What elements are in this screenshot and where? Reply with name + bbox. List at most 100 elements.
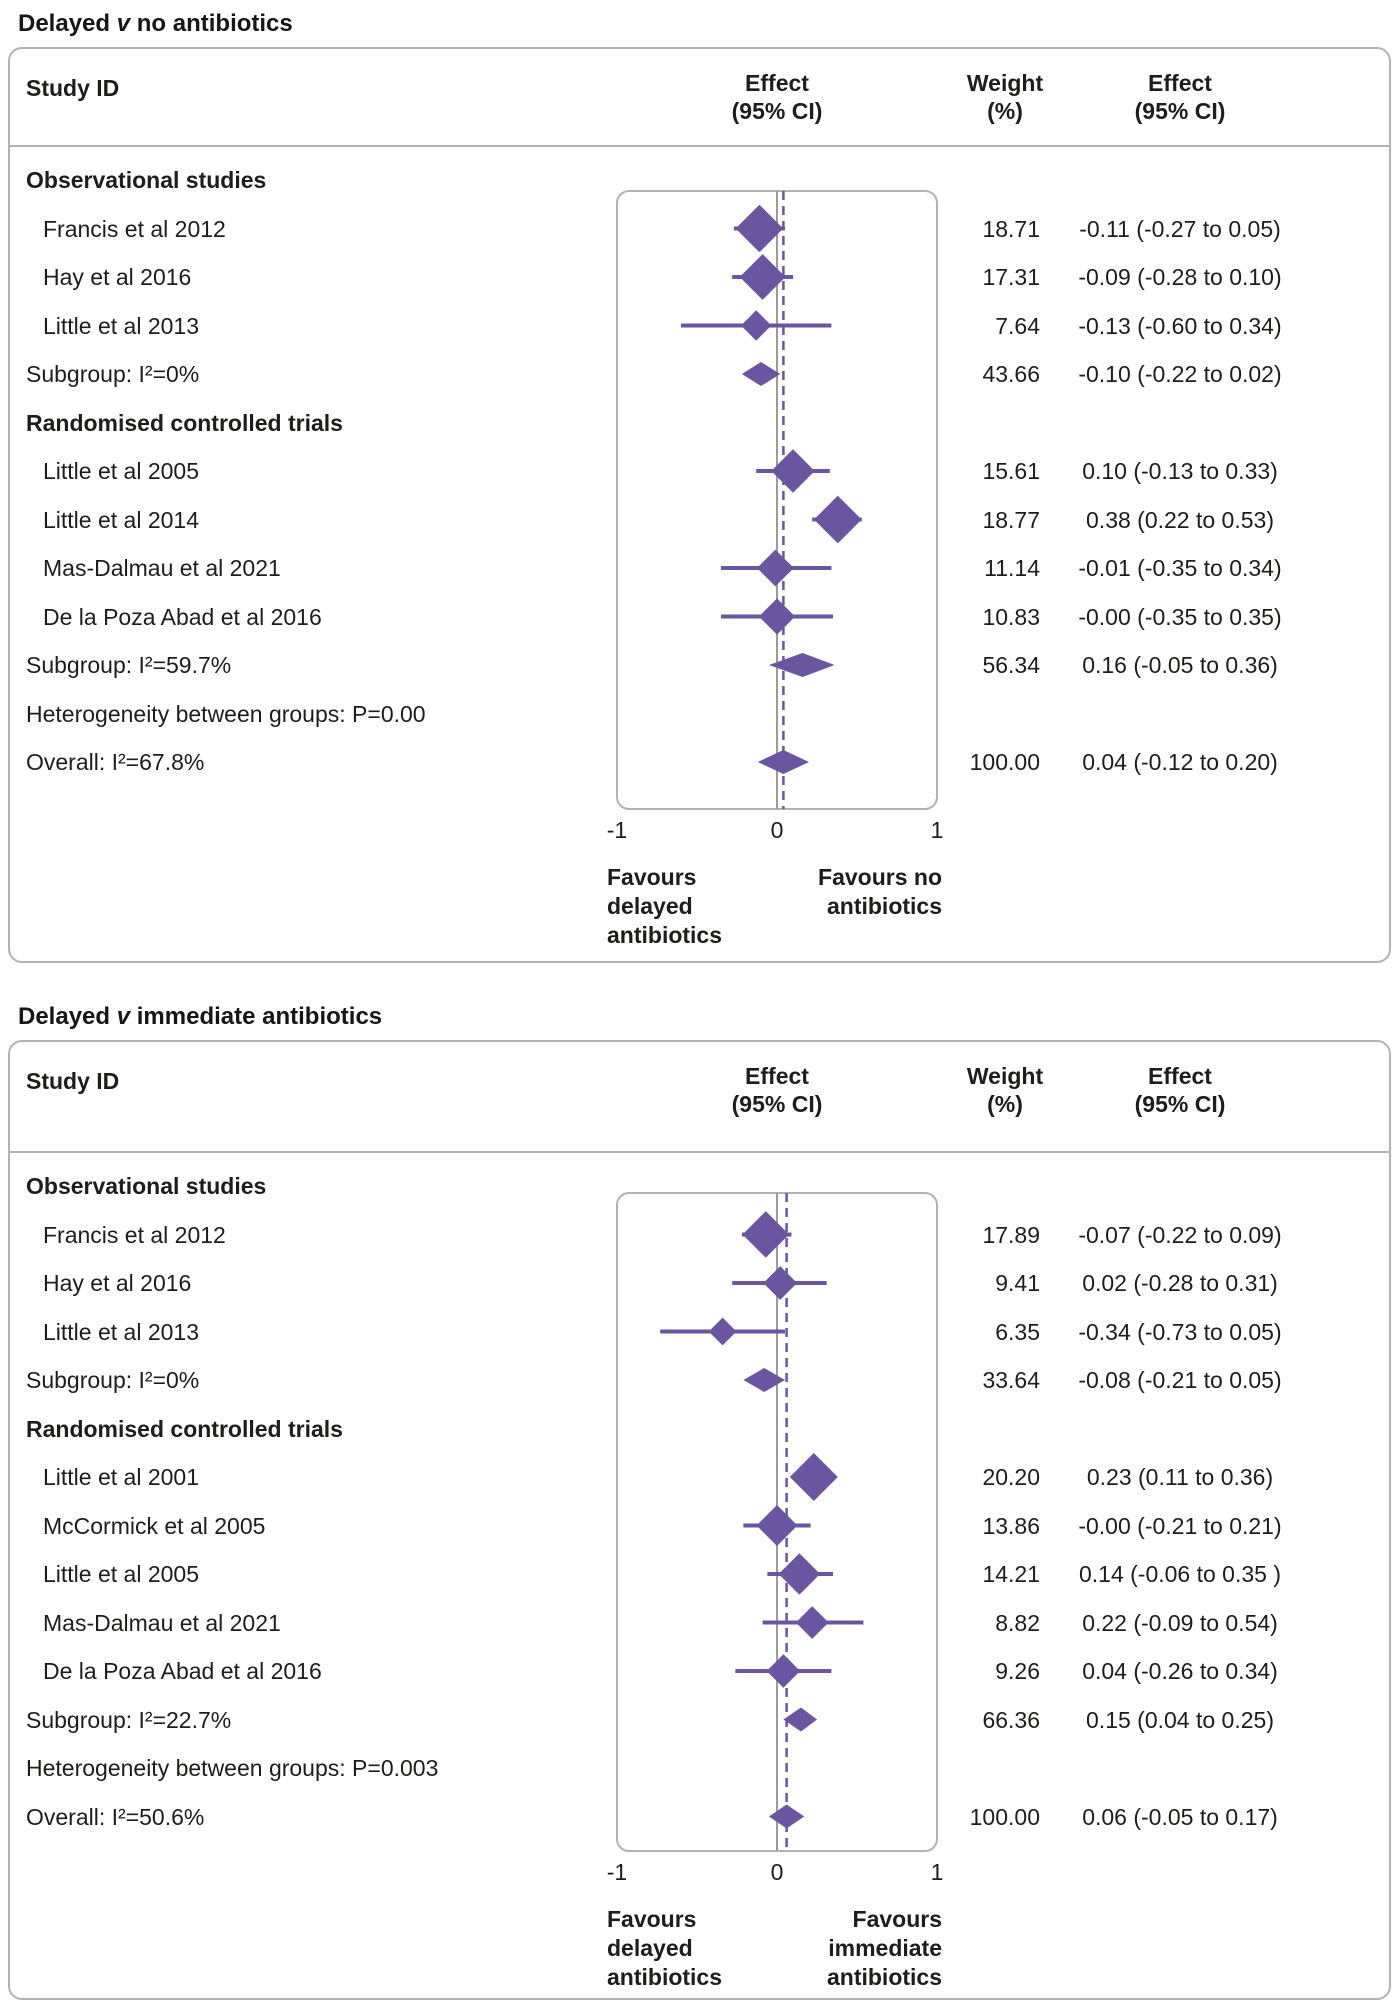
study-diamond xyxy=(813,495,862,544)
study-diamond xyxy=(795,1606,829,1639)
weight-value: 13.86 xyxy=(982,1512,1040,1539)
favours-right-label: Favours immediate antibiotics xyxy=(827,1905,942,1992)
subgroup-row-label: Subgroup: I²=22.7% xyxy=(26,1706,232,1733)
favours-left-line: Favours xyxy=(607,1906,697,1932)
panel-title-text: Delayed xyxy=(18,10,117,37)
effect-ci-value: -0.08 (-0.21 to 0.05) xyxy=(1078,1367,1282,1393)
weight-value: 8.82 xyxy=(995,1609,1040,1636)
column-header-weight: Weight (%) xyxy=(967,1062,1043,1118)
favours-right-line: antibiotics xyxy=(826,893,942,919)
subgroup-summary-diamond xyxy=(743,1368,785,1392)
forest-plot-body: Observational studies Francis et al 2012 1… xyxy=(10,147,1389,961)
effect-ci-value: 0.10 (-0.13 to 0.33) xyxy=(1082,458,1278,484)
favours-left-label: Favours delayed antibiotics xyxy=(607,863,722,950)
column-header-line: (95% CI) xyxy=(731,98,823,124)
study-row-label: Little et al 2005 xyxy=(43,458,200,484)
panel-title-versus: v xyxy=(116,10,131,37)
effect-ci-value: 0.06 (-0.05 to 0.17) xyxy=(1082,1803,1278,1830)
panel-frame: Study ID Effect (95% CI) Weight (%) Effe… xyxy=(8,47,1391,963)
effect-ci-value: -0.00 (-0.35 to 0.35) xyxy=(1078,603,1282,630)
column-header-study-id: Study ID xyxy=(26,75,120,101)
effect-ci-value: 0.04 (-0.12 to 0.20) xyxy=(1082,749,1278,775)
favours-left-line: delayed xyxy=(607,893,693,919)
study-diamond xyxy=(740,310,772,341)
study-diamond xyxy=(758,598,796,635)
study-row-label: Little et al 2001 xyxy=(43,1464,200,1490)
study-diamond xyxy=(763,1266,798,1300)
study-diamond xyxy=(771,449,815,493)
panel-title-text: no antibiotics xyxy=(130,10,293,37)
column-header-weight: Weight (%) xyxy=(967,69,1043,125)
weight-value: 6.35 xyxy=(995,1318,1040,1345)
weight-value: 33.64 xyxy=(982,1367,1040,1393)
column-header-line: Effect xyxy=(745,1063,809,1089)
forest-plot-body: Observational studies Francis et al 2012 1… xyxy=(10,1153,1389,1998)
column-header-line: (95% CI) xyxy=(731,1091,823,1117)
study-diamond xyxy=(739,254,786,300)
panel-title-text: Delayed xyxy=(18,1003,117,1030)
favours-right-line: Favours xyxy=(852,1906,942,1932)
effect-ci-value: -0.11 (-0.27 to 0.05) xyxy=(1079,215,1281,242)
favours-left-label: Favours delayed antibiotics xyxy=(607,1905,722,1992)
effect-ci-value: -0.09 (-0.28 to 0.10) xyxy=(1078,264,1282,290)
effect-ci-value: -0.10 (-0.22 to 0.02) xyxy=(1078,361,1282,387)
panel-frame: Study ID Effect (95% CI) Weight (%) Effe… xyxy=(8,1040,1391,2000)
study-diamond xyxy=(742,1211,790,1258)
effect-ci-value: 0.22 (-0.09 to 0.54) xyxy=(1082,1609,1278,1636)
effect-ci-value: 0.14 (-0.06 to 0.35 ) xyxy=(1078,1561,1281,1587)
study-row-label: Francis et al 2012 xyxy=(43,215,226,242)
study-row-label: Mas-Dalmau et al 2021 xyxy=(43,1609,281,1636)
column-header-line: (%) xyxy=(987,1091,1023,1117)
group-header-label: Observational studies xyxy=(26,1173,267,1199)
study-row-label: Mas-Dalmau et al 2021 xyxy=(43,555,281,581)
study-row-label: Little et al 2013 xyxy=(43,1318,200,1345)
effect-ci-value: 0.38 (0.22 to 0.53) xyxy=(1086,506,1274,533)
effect-ci-value: -0.01 (-0.35 to 0.34) xyxy=(1078,555,1282,581)
weight-value: 56.34 xyxy=(982,652,1040,678)
axis-tick-label: -1 xyxy=(606,1859,628,1885)
group-header-label: Randomised controlled trials xyxy=(26,409,343,436)
effect-ci-value: -0.07 (-0.22 to 0.09) xyxy=(1078,1221,1282,1248)
column-header-effect-plot: Effect (95% CI) xyxy=(732,1062,823,1118)
effect-ci-value: 0.02 (-0.28 to 0.31) xyxy=(1082,1270,1278,1296)
overall-summary-diamond xyxy=(769,1804,805,1829)
subgroup-row-label: Subgroup: I²=59.7% xyxy=(26,652,232,678)
group-header-label: Randomised controlled trials xyxy=(26,1415,343,1442)
study-diamond xyxy=(757,549,794,587)
panel-title-versus: v xyxy=(116,1003,131,1030)
study-diamond xyxy=(756,1505,798,1546)
weight-value: 14.21 xyxy=(982,1561,1040,1587)
effect-ci-value: 0.04 (-0.26 to 0.34) xyxy=(1082,1658,1278,1684)
column-header-effect-ci: Effect (95% CI) xyxy=(1135,69,1226,125)
study-diamond xyxy=(708,1317,737,1346)
weight-value: 20.20 xyxy=(982,1464,1040,1490)
column-header-effect-plot: Effect (95% CI) xyxy=(732,69,823,125)
forest-panel-delayed-v-immediate-antibiotics: Delayed v immediate antibiotics Study ID… xyxy=(8,1003,1391,2000)
subgroup-summary-diamond xyxy=(783,1707,817,1732)
study-row-label: Hay et al 2016 xyxy=(43,264,192,290)
effect-ci-value: 0.16 (-0.05 to 0.36) xyxy=(1082,652,1278,678)
table-header-row: Study ID Effect (95% CI) Weight (%) Effe… xyxy=(10,49,1389,147)
column-header-line: Effect xyxy=(745,70,809,96)
favours-right-line: Favours no xyxy=(818,864,942,890)
effect-ci-value: -0.34 (-0.73 to 0.05) xyxy=(1078,1318,1282,1345)
panel-title: Delayed v no antibiotics xyxy=(18,10,1391,38)
forest-plot-canvas xyxy=(616,190,938,810)
study-row-label: De la Poza Abad et al 2016 xyxy=(43,1658,322,1684)
panel-title-text: immediate antibiotics xyxy=(130,1003,383,1030)
heterogeneity-note: Heterogeneity between groups: P=0.003 xyxy=(26,1755,439,1781)
column-header-line: Effect xyxy=(1148,1063,1212,1089)
heterogeneity-note: Heterogeneity between groups: P=0.00 xyxy=(26,700,426,727)
column-header-line: (95% CI) xyxy=(1134,98,1226,124)
weight-value: 9.41 xyxy=(995,1270,1040,1296)
study-row-label: Little et al 2013 xyxy=(43,312,200,339)
study-diamond xyxy=(766,1654,801,1688)
favours-right-line: immediate xyxy=(828,1935,942,1961)
weight-value: 66.36 xyxy=(982,1706,1040,1733)
overall-row-label: Overall: I²=67.8% xyxy=(26,749,205,775)
study-diamond xyxy=(735,204,784,253)
favours-right-label: Favours no antibiotics xyxy=(818,863,942,921)
weight-value: 17.89 xyxy=(982,1221,1040,1248)
overall-summary-diamond xyxy=(757,750,809,774)
